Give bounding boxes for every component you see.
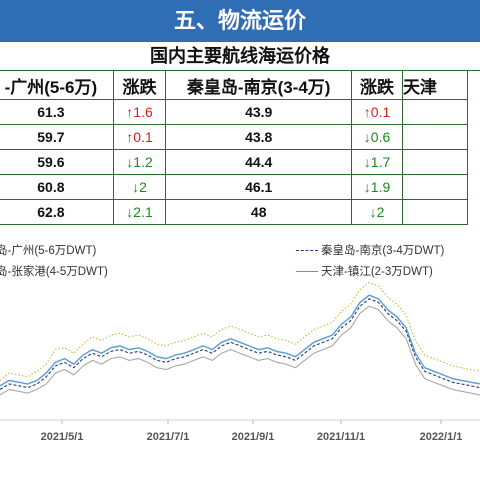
rate-tianjin: [401, 99, 469, 125]
header-change-b: 涨跌: [351, 70, 403, 100]
legend-label-zhangjiagang: 岛-张家港(4-5万DWT): [0, 266, 108, 278]
header-route-tianjin: 天津: [401, 70, 469, 100]
rate-nanjing: 43.8: [165, 124, 353, 150]
change-nanjing: ↓1.7: [351, 149, 403, 175]
rate-tianjin: [401, 124, 469, 150]
rate-nanjing: 44.4: [165, 149, 353, 175]
change-nanjing: ↓1.9: [351, 174, 403, 200]
series-line-3: [0, 294, 480, 387]
change-nanjing: ↓0.6: [351, 124, 403, 150]
rate-nanjing: 48: [165, 199, 353, 225]
change-nanjing: ↓2: [351, 199, 403, 225]
rate-nanjing: 46.1: [165, 174, 353, 200]
freight-rate-table: -广州(5-6万) 涨跌 秦皇岛-南京(3-4万) 涨跌 天津 61.3 ↑1.6…: [0, 70, 469, 225]
header-route-guangzhou: -广州(5-6万): [0, 70, 114, 100]
rate-nanjing: 43.9: [165, 99, 353, 125]
change-guangzhou: ↑1.6: [112, 99, 167, 125]
rate-guangzhou: 59.7: [0, 124, 114, 150]
legend-item-zhangjiagang: 岛-张家港(4-5万DWT): [0, 263, 108, 279]
table-row: 59.6 ↓1.2 44.4 ↓1.7: [0, 149, 469, 175]
table-row: 60.8 ↓2 46.1 ↓1.9: [0, 174, 469, 200]
x-tick-label: 2022/1/1: [420, 431, 463, 443]
change-guangzhou: ↑0.1: [112, 124, 167, 150]
legend-label-tianjin: 天津-镇江(2-3万DWT): [321, 266, 433, 278]
legend-label-guangzhou: 岛-广州(5-6万DWT): [0, 245, 97, 257]
x-tick-label: 2021/9/1: [232, 431, 275, 443]
rate-tianjin: [401, 149, 469, 175]
change-guangzhou: ↓2.1: [112, 199, 167, 225]
legend-item-nanjing: 秦皇岛-南京(3-4万DWT): [296, 242, 444, 258]
legend-swatch-nanjing: [296, 250, 318, 252]
legend-label-nanjing: 秦皇岛-南京(3-4万DWT): [321, 245, 445, 257]
legend-item-tianjin: 天津-镇江(2-3万DWT): [296, 263, 433, 279]
table-header-row: -广州(5-6万) 涨跌 秦皇岛-南京(3-4万) 涨跌 天津: [0, 70, 469, 100]
x-tick-label: 2021/5/1: [41, 431, 84, 443]
table-row: 61.3 ↑1.6 43.9 ↑0.1: [0, 99, 469, 125]
header-change-a: 涨跌: [112, 70, 167, 100]
change-guangzhou: ↓2: [112, 174, 167, 200]
rate-tianjin: [401, 174, 469, 200]
rate-guangzhou: 60.8: [0, 174, 114, 200]
series-line-0: [0, 281, 480, 381]
x-tick-label: 2021/11/1: [317, 431, 365, 443]
series-line-1: [0, 305, 480, 396]
rate-guangzhou: 59.6: [0, 149, 114, 175]
legend-swatch-tianjin: [296, 271, 318, 273]
change-guangzhou: ↓1.2: [112, 149, 167, 175]
rate-guangzhou: 61.3: [0, 99, 114, 125]
x-tick-label: 2021/7/1: [147, 431, 190, 443]
table-row: 59.7 ↑0.1 43.8 ↓0.6: [0, 124, 469, 150]
change-nanjing: ↑0.1: [351, 99, 403, 125]
section-banner: 五、物流运价: [0, 0, 480, 42]
table-row: 62.8 ↓2.1 48 ↓2: [0, 199, 469, 225]
header-route-nanjing: 秦皇岛-南京(3-4万): [165, 70, 353, 100]
rate-guangzhou: 62.8: [0, 199, 114, 225]
freight-line-chart: 2021/5/1 2021/7/1 2021/9/1 2021/11/1 2022/1/…: [0, 281, 480, 443]
series-line-2: [0, 298, 480, 390]
table-title: 国内主要航线海运价格: [0, 43, 480, 71]
rate-tianjin: [401, 199, 469, 225]
legend-item-guangzhou: 岛-广州(5-6万DWT): [0, 242, 96, 258]
